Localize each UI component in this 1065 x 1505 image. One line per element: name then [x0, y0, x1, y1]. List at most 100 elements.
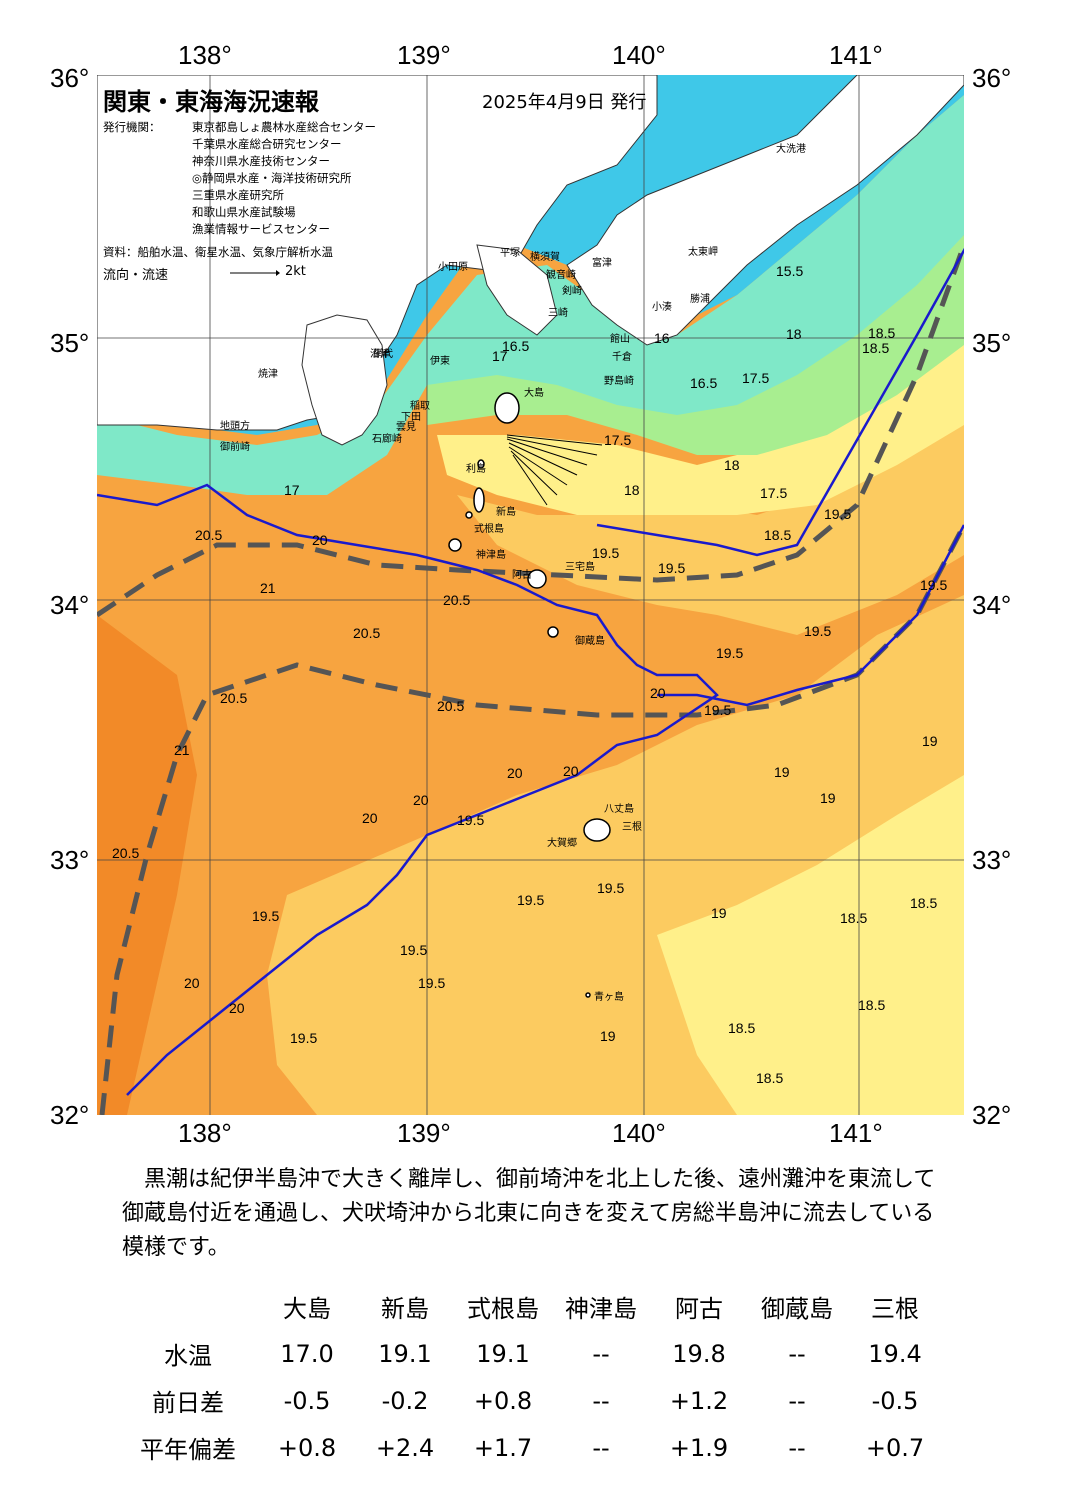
land-izu-peninsula [301, 314, 388, 446]
isotherm-label-20-a: 20 [312, 532, 328, 548]
lat-label-36-left: 36° [50, 63, 90, 93]
isotherm-label-18-a: 18 [786, 326, 802, 342]
island-mikurajima [547, 626, 559, 638]
isotherm-label-17.5-a: 17.5 [742, 370, 770, 386]
place-oarai: 大洗港 [776, 144, 806, 155]
col-kozushima: 神津島 [565, 1295, 637, 1323]
organization-3: 神奈川県水産技術センター [192, 154, 330, 168]
isotherm-label-19.5-j: 19.5 [517, 892, 545, 908]
island-aogashima [585, 992, 591, 998]
isotherm-label-16-north: 16 [654, 330, 670, 346]
isotherm-label-19.5-k: 19.5 [597, 880, 625, 896]
organization-6: 和歌山県水産試験場 [192, 205, 296, 219]
issue-date: 2025年4月9日 発行 [482, 92, 647, 113]
lat-label-35-right: 35° [972, 328, 1012, 358]
place-mitsune: 三根 [622, 822, 642, 833]
source-note: 資料：船舶水温、衛星水温、気象庁解析水温 [103, 245, 333, 259]
cell: -- [788, 1386, 806, 1415]
isotherm-label-19.5-h: 19.5 [457, 812, 485, 828]
isotherm-label-20-g: 20 [184, 975, 200, 991]
isotherm-label-20.5-c: 20.5 [353, 625, 381, 641]
col-ako: 阿古 [675, 1295, 723, 1323]
place-misaki: 三崎 [548, 308, 568, 319]
place-omaezaki: 御前崎 [220, 442, 250, 453]
island-hachijojima [583, 818, 611, 842]
lon-label-139-bottom: 139° [397, 1118, 451, 1148]
map-title: 関東・東海海況速報 [103, 88, 319, 116]
land-boso-peninsula [566, 75, 964, 346]
place-miyakejima: 三宅島 [565, 562, 595, 573]
isotherm-label-19.5-g: 19.5 [704, 702, 732, 718]
place-irozaki: 石廊崎 [372, 434, 402, 445]
lon-label-141-bottom: 141° [829, 1118, 883, 1148]
place-futtsu: 富津 [592, 258, 612, 269]
isotherm-label-19.5-f: 19.5 [804, 623, 832, 639]
island-oshima [494, 392, 520, 424]
isotherm-label-19.5-i: 19.5 [252, 908, 280, 924]
isotherm-label-19.5-n: 19.5 [290, 1030, 318, 1046]
sea-temperature-map [97, 75, 964, 1115]
row-label-normal-deviation: 平年偏差 [140, 1436, 236, 1464]
place-tsurugisaki: 剣崎 [562, 286, 582, 297]
isotherm-label-19-d: 19 [711, 905, 727, 921]
place-ito: 伊東 [430, 356, 450, 367]
col-mitsune: 三根 [871, 1295, 919, 1323]
isotherm-label-17.5-c: 17.5 [760, 485, 788, 501]
isotherm-label-19-b: 19 [922, 733, 938, 749]
lon-label-139-top: 139° [397, 40, 451, 70]
isotherm-label-16.5-a: 16.5 [502, 338, 530, 354]
place-yokosuka: 横須賀 [530, 252, 560, 263]
isotherm-label-17-b: 17 [284, 482, 300, 498]
cell: +2.4 [375, 1433, 435, 1462]
cell: +0.8 [277, 1433, 337, 1462]
cell: 19.1 [378, 1339, 432, 1368]
isotherm-label-19.5-d: 19.5 [920, 577, 948, 593]
cell: -0.2 [381, 1386, 429, 1415]
isotherm-label-19.5-e: 19.5 [716, 645, 744, 661]
isotherm-label-20.5-e: 20.5 [437, 698, 465, 714]
lon-label-138-top: 138° [178, 40, 232, 70]
lat-label-34-left: 34° [50, 590, 90, 620]
col-niijima: 新島 [381, 1295, 429, 1323]
cell: 19.4 [868, 1339, 922, 1368]
isotherm-label-18-b: 18 [624, 482, 640, 498]
organization-1: 東京都島しょ農林水産総合センター [192, 120, 376, 134]
table-row: 前日差 -0.5 -0.2 +0.8 -- +1.2 -- -0.5 [118, 1377, 944, 1424]
isotherm-label-20-f: 20 [362, 810, 378, 826]
place-aogashima: 青ヶ島 [594, 992, 624, 1003]
organization-2: 千葉県水産総合研究センター [192, 137, 342, 151]
place-ako: 阿古 [512, 570, 532, 581]
cell: -- [592, 1433, 610, 1462]
isotherm-label-21-b: 21 [174, 742, 190, 758]
isotherm-label-17.5-b: 17.5 [604, 432, 632, 448]
graticule [97, 75, 964, 1115]
current-legend-label: 流向・流速 [103, 268, 169, 283]
place-kominato: 小湊 [652, 302, 672, 313]
organization-5: 三重県水産研究所 [192, 188, 284, 202]
isotherm-label-20-c: 20 [507, 765, 523, 781]
isotherm-label-19-a: 19 [774, 764, 790, 780]
col-shikinejima: 式根島 [467, 1295, 539, 1323]
col-oshima: 大島 [283, 1295, 331, 1323]
issuer-label: 発行機関： [103, 120, 161, 134]
place-nojimazaki: 野島崎 [604, 376, 634, 387]
isotherm-label-18.5-d: 18.5 [840, 910, 868, 926]
place-kannonzaki: 観音崎 [546, 270, 576, 281]
isotherm-label-20-b: 20 [650, 685, 666, 701]
place-hiratsuka: 平塚 [500, 248, 520, 259]
table-row: 平年偏差 +0.8 +2.4 +1.7 -- +1.9 -- +0.7 [118, 1424, 944, 1471]
place-okago: 大賀郷 [547, 838, 577, 849]
place-odawara: 小田原 [438, 262, 468, 273]
cell: +1.2 [669, 1386, 729, 1415]
place-hachijojima: 八丈島 [604, 804, 634, 815]
island-kozushima [448, 538, 462, 552]
place-shikinejima: 式根島 [474, 524, 504, 535]
place-numazu: 沼津 [370, 349, 390, 360]
island-niijima [473, 487, 485, 513]
place-taito-misaki: 太東岬 [688, 247, 718, 258]
lat-label-33-right: 33° [972, 845, 1012, 875]
lon-label-140-bottom: 140° [612, 1118, 666, 1148]
table-corner [118, 1283, 258, 1330]
lon-label-138-bottom: 138° [178, 1118, 232, 1148]
isotherm-label-18.5-c: 18.5 [764, 527, 792, 543]
